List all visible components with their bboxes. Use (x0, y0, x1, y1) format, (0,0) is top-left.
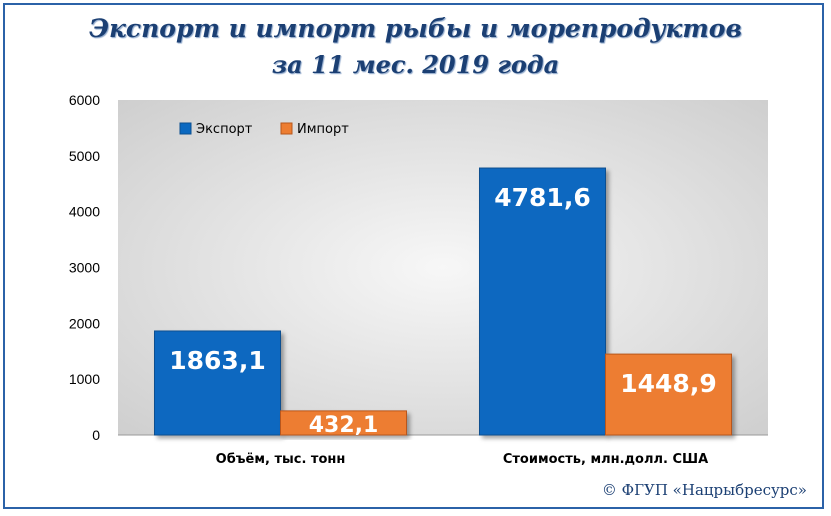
legend-swatch-export (179, 122, 192, 135)
chart-title: Экспорт и импорт рыбы и морепродуктов (89, 14, 742, 43)
bar-import (280, 410, 407, 436)
y-tick-label: 6000 (69, 92, 100, 108)
x-category-label: Стоимость, млн.долл. США (503, 452, 708, 467)
bar-import (605, 353, 732, 436)
legend-label: Импорт (297, 122, 349, 137)
y-tick-label: 1000 (69, 371, 100, 387)
legend-swatch-import (280, 122, 293, 135)
data-label: 1448,9 (620, 369, 716, 398)
bar-export (154, 330, 281, 436)
data-label: 4781,6 (494, 183, 590, 212)
x-category-label: Объём, тыс. тонн (216, 452, 346, 467)
legend-label: Экспорт (196, 122, 253, 137)
bar-export (479, 167, 606, 436)
data-label: 1863,1 (169, 346, 265, 375)
y-tick-label: 2000 (69, 315, 100, 331)
chart-subtitle: за 11 мес. 2019 года (271, 50, 560, 79)
y-tick-label: 3000 (69, 260, 100, 276)
data-label: 432,1 (309, 413, 379, 438)
copyright-text: © ФГУП «Нацрыбресурс» (601, 481, 807, 499)
y-tick-label: 5000 (69, 148, 100, 164)
y-tick-label: 4000 (69, 204, 100, 220)
y-tick-label: 0 (92, 427, 100, 443)
